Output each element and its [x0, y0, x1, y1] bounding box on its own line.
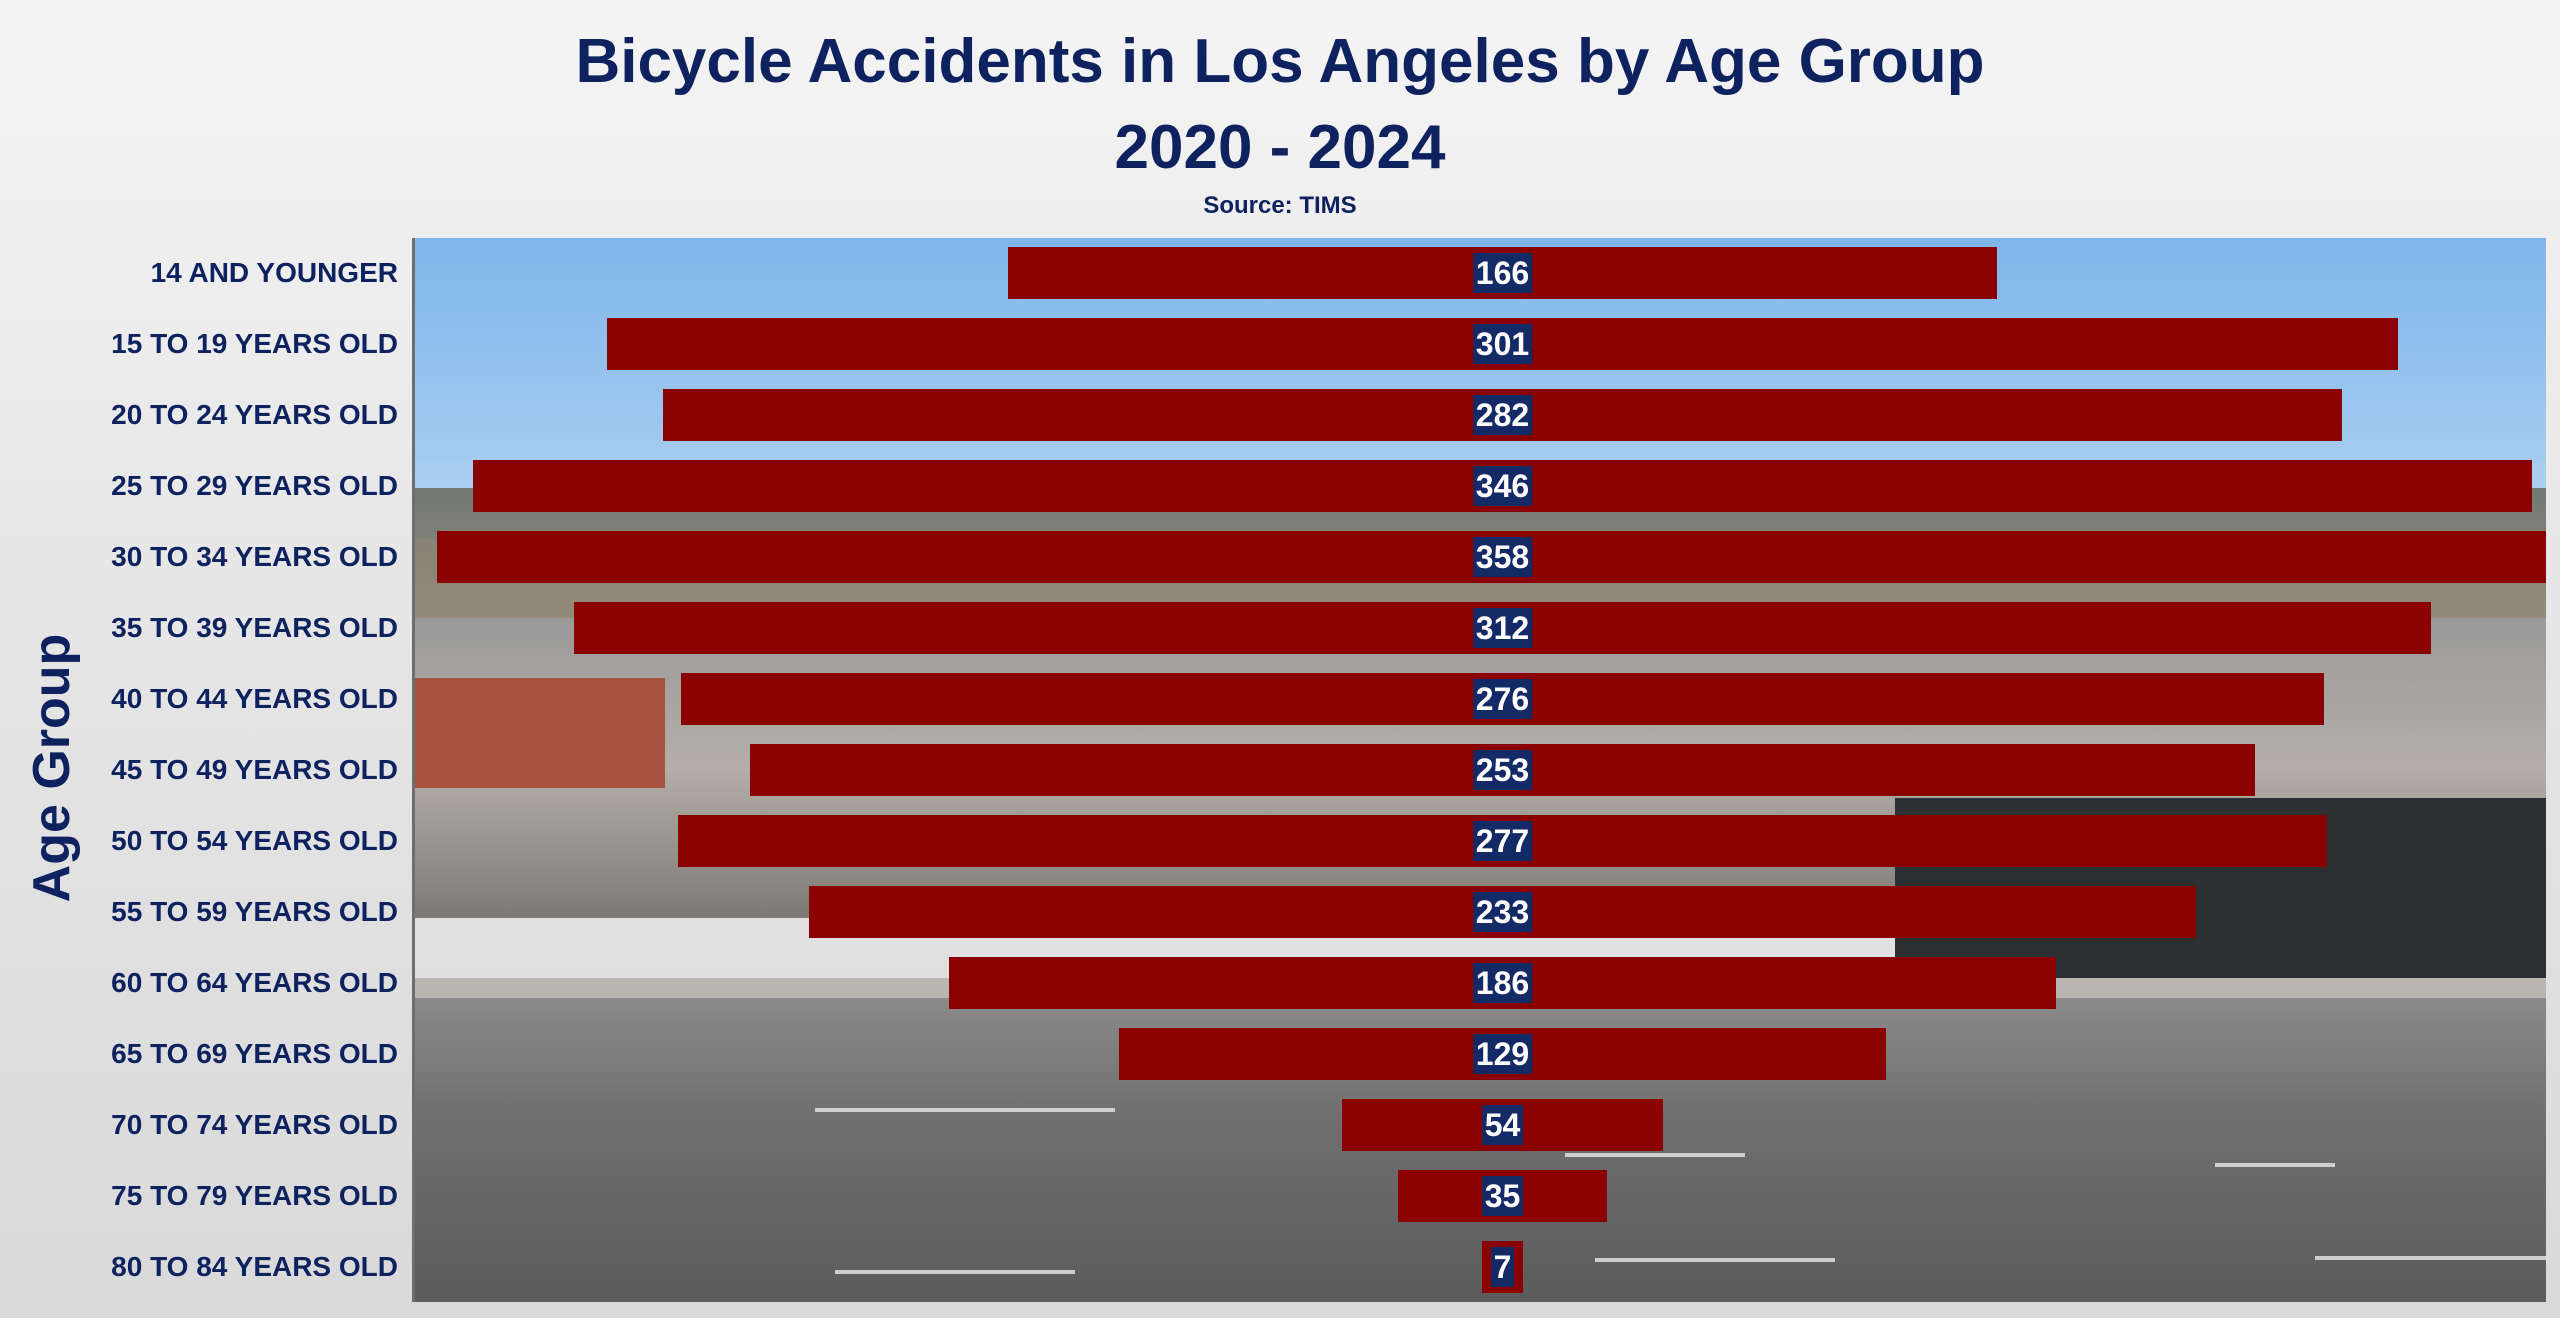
data-label: 186	[1472, 962, 1533, 1003]
category-label: 70 TO 74 YEARS OLD	[111, 1108, 398, 1140]
category-label: 45 TO 49 YEARS OLD	[111, 754, 398, 785]
data-label: 277	[1472, 820, 1533, 861]
plot-area: 166 301 282 346 358 312 276 253 277 233 186 129 54 35…	[412, 238, 2546, 1302]
road-marking	[1565, 1153, 1745, 1157]
road-marking	[2215, 1163, 2335, 1167]
road-marking	[1595, 1258, 1835, 1262]
category-label: 75 TO 79 YEARS OLD	[111, 1179, 398, 1211]
data-label: 129	[1472, 1033, 1533, 1074]
data-label: 233	[1472, 891, 1533, 932]
category-label: 55 TO 59 YEARS OLD	[111, 895, 398, 927]
data-label: 282	[1472, 395, 1533, 436]
bars-layer: 166 301 282 346 358 312 276 253 277 233 186 129 54 35…	[415, 238, 2546, 1302]
data-label: 358	[1472, 537, 1533, 578]
road-marking	[2315, 1256, 2546, 1260]
chart-title: Bicycle Accidents in Los Angeles by Age …	[575, 27, 1985, 96]
category-axis-labels: 14 AND YOUNGER 15 TO 19 YEARS OLD 20 TO 24…	[0, 238, 398, 1302]
data-label: 301	[1472, 324, 1533, 365]
category-label: 50 TO 54 YEARS OLD	[111, 824, 398, 856]
category-label: 25 TO 29 YEARS OLD	[111, 470, 398, 502]
category-label: 65 TO 69 YEARS OLD	[111, 1037, 398, 1069]
road-marking	[815, 1108, 1115, 1112]
chart-source: Source: TIMS	[1203, 192, 1357, 219]
category-label: 80 TO 84 YEARS OLD	[111, 1250, 398, 1282]
data-label: 346	[1472, 466, 1533, 507]
category-label: 14 AND YOUNGER	[150, 257, 398, 289]
chart-subtitle: 2020 - 2024	[1114, 113, 1446, 182]
category-label: 35 TO 39 YEARS OLD	[111, 612, 398, 644]
data-label: 35	[1481, 1175, 1524, 1216]
data-label: 312	[1472, 608, 1533, 649]
category-label: 30 TO 34 YEARS OLD	[111, 541, 398, 573]
category-label: 20 TO 24 YEARS OLD	[111, 399, 398, 431]
background-brick-building	[415, 678, 665, 788]
data-label: 166	[1472, 253, 1533, 294]
category-label: 15 TO 19 YEARS OLD	[111, 328, 398, 360]
category-label: 40 TO 44 YEARS OLD	[111, 683, 398, 715]
data-label: 7	[1490, 1246, 1515, 1287]
road-marking	[835, 1270, 1075, 1274]
data-label: 253	[1472, 750, 1533, 790]
data-label: 276	[1472, 679, 1533, 720]
data-label: 54	[1481, 1104, 1524, 1145]
category-label: 60 TO 64 YEARS OLD	[111, 966, 398, 998]
